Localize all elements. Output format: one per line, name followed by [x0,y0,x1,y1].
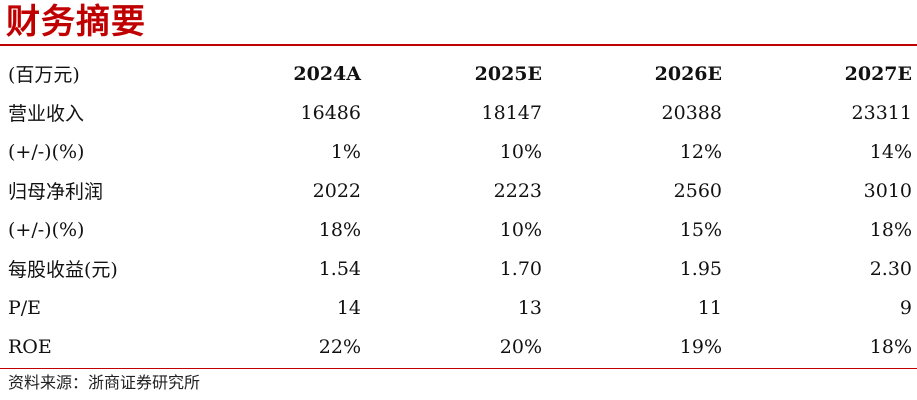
table-cell: 10% [499,218,542,241]
column-header: 2027E [844,62,912,85]
row-label: P/E [8,296,42,319]
column-header: 2025E [474,62,542,85]
column-header: 2026E [654,62,722,85]
table-cell: 10% [499,140,542,163]
table-cell: 11 [697,296,722,319]
table-row: ROE 22% 20% 19% 18% [0,327,912,366]
table-bottom-divider [0,368,917,369]
table-row: 营业收入 16486 18147 20388 23311 [0,93,912,132]
table-row: (+/-)(%) 1% 10% 12% 14% [0,132,912,171]
page-title: 财务摘要 [6,2,146,42]
row-label: (+/-)(%) [8,140,85,163]
table-cell: 2.30 [869,257,912,280]
row-label: 每股收益(元) [8,259,118,281]
row-label: (+/-)(%) [8,218,85,241]
table-cell: 2223 [493,179,542,202]
table-cell: 20% [499,335,542,358]
financial-summary-table: (百万元) 2024A 2025E 2026E 2027E 营业收入 16486… [0,54,912,366]
table-cell: 1.54 [318,257,361,280]
row-label: 归母净利润 [8,181,104,203]
table-cell: 23311 [851,101,912,124]
row-label: 营业收入 [8,103,85,125]
row-label: ROE [8,335,52,358]
table-row: 每股收益(元) 1.54 1.70 1.95 2.30 [0,249,912,288]
table-cell: 16486 [300,101,361,124]
table-row: (+/-)(%) 18% 10% 15% 18% [0,210,912,249]
table-cell: 2560 [673,179,722,202]
table-cell: 14 [336,296,361,319]
table-row: P/E 14 13 11 9 [0,288,912,327]
table-cell: 3010 [863,179,912,202]
source-note: 资料来源：浙商证券研究所 [8,373,201,392]
unit-label: (百万元) [8,64,80,86]
table-cell: 18% [318,218,361,241]
table-header-row: (百万元) 2024A 2025E 2026E 2027E [0,54,912,93]
table-cell: 13 [517,296,542,319]
table-cell: 19% [679,335,722,358]
table-row: 归母净利润 2022 2223 2560 3010 [0,171,912,210]
table-cell: 14% [869,140,912,163]
table-cell: 12% [679,140,722,163]
table-cell: 1% [330,140,361,163]
table-cell: 22% [318,335,361,358]
column-header: 2024A [293,62,361,85]
table-cell: 18147 [481,101,542,124]
table-cell: 1.95 [679,257,722,280]
table-cell: 9 [899,296,912,319]
table-cell: 18% [869,218,912,241]
table-cell: 20388 [661,101,722,124]
title-divider [0,44,917,46]
table-cell: 1.70 [499,257,542,280]
table-cell: 15% [679,218,722,241]
table-cell: 18% [869,335,912,358]
table-cell: 2022 [312,179,361,202]
